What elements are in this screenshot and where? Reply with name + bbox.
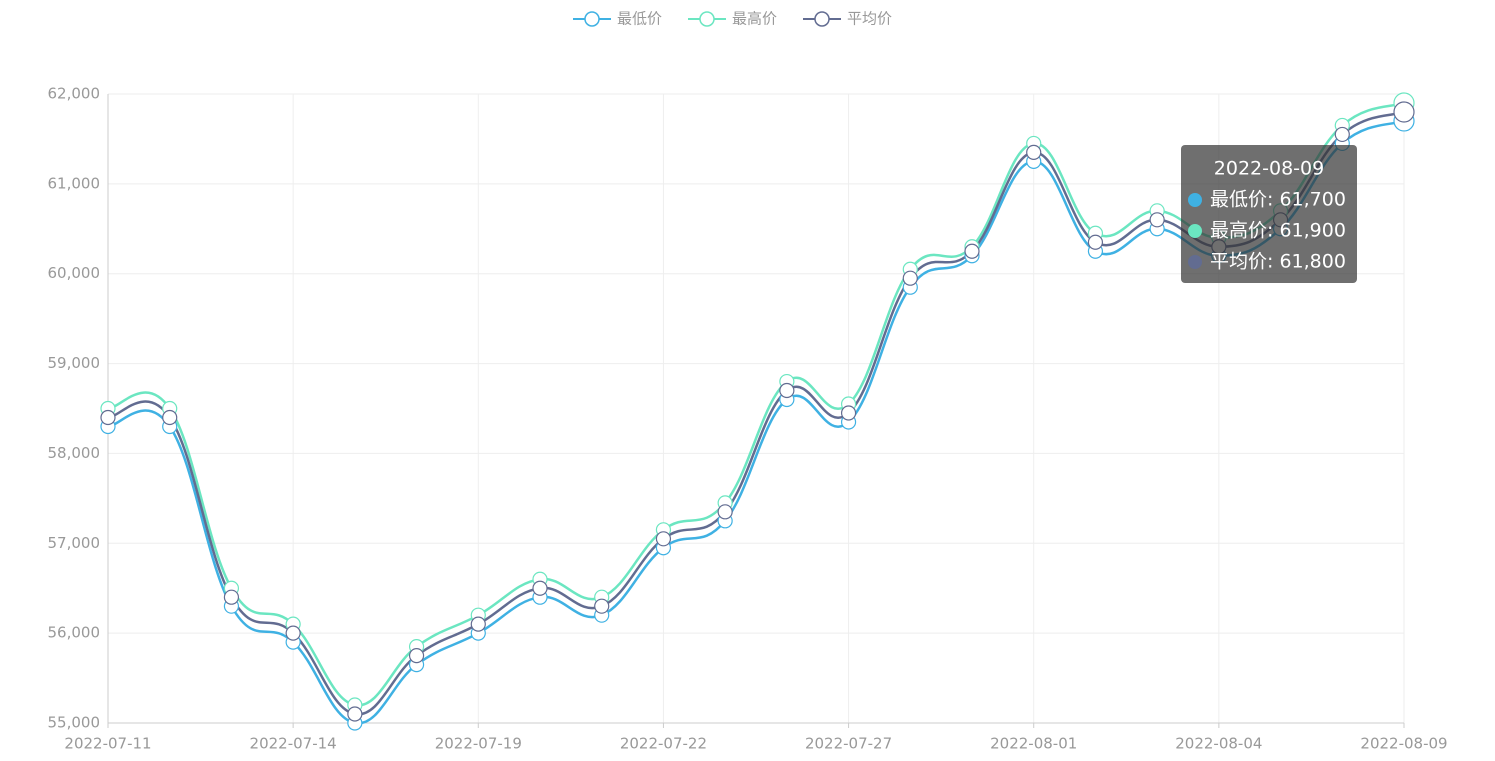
data-point	[594, 598, 610, 614]
data-point	[532, 580, 548, 596]
data-point	[655, 531, 672, 547]
legend-label: 最高价	[732, 10, 777, 28]
tooltip-marker	[1188, 193, 1202, 207]
data-point	[285, 625, 301, 641]
data-point	[1393, 101, 1415, 123]
tooltip-row: 平均价: 61,800	[1210, 251, 1346, 273]
data-point	[100, 409, 116, 426]
y-tick-label: 62,000	[48, 85, 101, 103]
y-tick-label: 60,000	[48, 264, 101, 282]
legend-marker	[814, 11, 830, 27]
y-tick-label: 56,000	[48, 624, 101, 642]
data-point	[347, 706, 363, 722]
x-tick-label: 2022-07-27	[805, 735, 892, 753]
x-tick-label: 2022-07-19	[435, 735, 522, 753]
x-tick-label: 2022-08-01	[990, 735, 1077, 753]
x-tick-label: 2022-08-04	[1175, 735, 1262, 753]
data-point	[1149, 212, 1165, 228]
x-tick-label: 2022-08-09	[1360, 735, 1447, 753]
tooltip-marker	[1188, 255, 1202, 269]
tooltip-box	[1181, 145, 1357, 283]
legend-marker	[584, 11, 600, 27]
data-point	[1087, 234, 1104, 250]
x-tick-label: 2022-07-22	[620, 735, 707, 753]
x-tick-label: 2022-07-11	[64, 735, 151, 753]
tooltip: 2022-08-09 最低价: 61,700 最高价: 61,900 平均价: 61,…	[1181, 145, 1357, 283]
data-point	[840, 405, 857, 421]
tooltip-row: 最低价: 61,700	[1210, 189, 1346, 211]
data-point	[1026, 144, 1042, 161]
tooltip-marker	[1188, 224, 1202, 238]
data-point	[964, 243, 980, 259]
data-point	[902, 270, 918, 286]
y-tick-label: 59,000	[48, 354, 101, 372]
tooltip-row: 最高价: 61,900	[1210, 220, 1346, 242]
data-point	[223, 589, 240, 605]
tooltip-title: 2022-08-09	[1214, 158, 1324, 180]
data-point	[717, 504, 733, 520]
y-tick-label: 55,000	[48, 714, 101, 732]
legend-marker	[699, 11, 715, 27]
legend-label: 平均价	[847, 10, 892, 28]
data-point	[408, 648, 425, 664]
legend-label: 最低价	[617, 10, 662, 28]
data-point	[470, 616, 486, 632]
x-tick-label: 2022-07-14	[250, 735, 337, 753]
y-tick-label: 61,000	[48, 174, 101, 192]
data-point	[779, 382, 795, 399]
y-tick-label: 58,000	[48, 444, 101, 462]
y-tick-label: 57,000	[48, 534, 101, 552]
data-point	[162, 409, 178, 426]
data-point	[1334, 126, 1350, 143]
